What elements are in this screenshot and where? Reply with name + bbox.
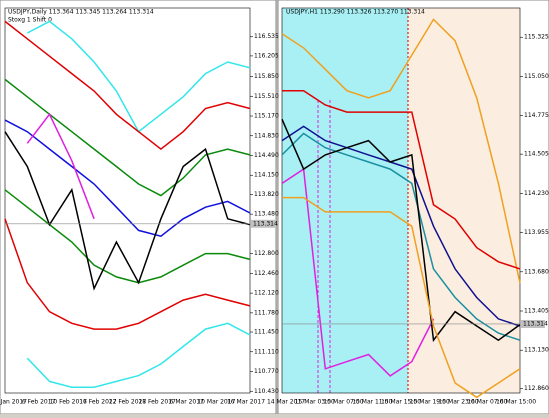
chart-subtitle: Stoxg 1 Shift 0 xyxy=(8,17,52,24)
y-tick-label: 113.130 xyxy=(524,347,549,354)
session-shade xyxy=(282,8,408,393)
y-tick-label: 111.780 xyxy=(254,309,279,316)
x-tick-label: 16 Feb 2017 xyxy=(79,399,117,406)
x-tick-label: 14 Mar 2017 xyxy=(267,399,305,406)
series-line xyxy=(4,131,251,291)
x-tick-label: 15 Mar 23:00 xyxy=(438,399,478,406)
y-tick-label: 116.205 xyxy=(254,52,279,59)
y-tick-label: 112.120 xyxy=(254,290,279,297)
x-tick-label: 15 Mar 19:00 xyxy=(410,399,450,406)
x-tick-label: 15 Mar 03:00 xyxy=(295,399,335,406)
y-tick-label: 110.770 xyxy=(254,368,279,375)
chart-title: USDJPY,Daily 113.364 113.345 113.264 113… xyxy=(8,9,154,16)
y-tick-label: 115.050 xyxy=(524,73,549,80)
x-tick-label: 10 Mar 2017 xyxy=(197,399,235,406)
y-tick-label: 110.430 xyxy=(254,388,279,395)
plot-frame xyxy=(4,7,251,394)
y-tick-label: 111.450 xyxy=(254,329,279,336)
series-line xyxy=(4,218,251,330)
series-line xyxy=(282,89,521,270)
window-daily xyxy=(0,0,277,415)
series-line xyxy=(4,119,251,238)
y-tick-label: 114.230 xyxy=(524,190,549,197)
x-tick-label: 15 Mar 11:00 xyxy=(352,399,392,406)
y-tick-label: 115.510 xyxy=(254,93,279,100)
y-tick-label: 113.820 xyxy=(254,191,279,198)
y-tick-label: 114.775 xyxy=(524,112,549,119)
series-line xyxy=(4,189,251,284)
chart-title: USDJPY,H1 113.290 113.326 113.270 113.31… xyxy=(286,9,425,16)
x-tick-label: 31 Jan 2017 xyxy=(0,399,27,406)
y-tick-label: 113.955 xyxy=(524,229,549,236)
y-tick-label: 115.170 xyxy=(254,113,279,120)
x-tick-label: 10 Feb 2017 xyxy=(50,399,88,406)
y-tick-label: 114.150 xyxy=(254,172,279,179)
series-line xyxy=(26,322,251,388)
y-tick-label: 115.850 xyxy=(254,73,279,80)
series-line xyxy=(281,132,521,341)
x-tick-label: 15 Mar 15:00 xyxy=(381,399,421,406)
series-line xyxy=(4,78,251,197)
x-tick-label: 6 Feb 2017 xyxy=(22,399,56,406)
series-line xyxy=(26,112,95,220)
x-tick-label: 15 Mar 07:00 xyxy=(323,399,363,406)
last-price-box xyxy=(521,319,545,328)
y-tick-label: 113.680 xyxy=(524,268,549,275)
series-line xyxy=(4,20,251,151)
y-tick-label: 114.505 xyxy=(524,151,549,158)
x-tick-label: 16 Mar 07:00 xyxy=(467,399,507,406)
y-tick-label: 114.490 xyxy=(254,152,279,159)
x-tick-label: 28 Feb 2017 xyxy=(138,399,176,406)
y-tick-label: 113.480 xyxy=(254,211,279,218)
x-tick-label: 16 Mar 2017 xyxy=(227,399,265,406)
y-tick-label: 111.110 xyxy=(254,348,279,355)
y-tick-label: 113.405 xyxy=(524,308,549,315)
series-line xyxy=(281,167,435,377)
y-tick-label: 115.325 xyxy=(524,34,549,41)
y-tick-label: 112.800 xyxy=(254,250,279,257)
plot-frame xyxy=(281,7,521,394)
last-price-label: 113.314 xyxy=(523,320,548,327)
y-tick-label: 112.860 xyxy=(524,385,549,392)
series-line xyxy=(282,196,521,399)
y-tick-label: 112.460 xyxy=(254,270,279,277)
x-tick-label: 22 Feb 2017 xyxy=(109,399,147,406)
series-line xyxy=(281,18,521,284)
session-shade xyxy=(408,8,520,393)
last-price-box xyxy=(251,219,275,228)
y-tick-label: 114.830 xyxy=(254,132,279,139)
x-tick-label: 16 Mar 15:00 xyxy=(496,399,536,406)
last-price-label: 113.314 xyxy=(253,220,278,227)
series-line xyxy=(281,118,521,343)
series-line xyxy=(281,125,521,327)
x-tick-label: 6 Mar 2017 xyxy=(170,399,204,406)
y-tick-label: 116.535 xyxy=(254,33,279,40)
